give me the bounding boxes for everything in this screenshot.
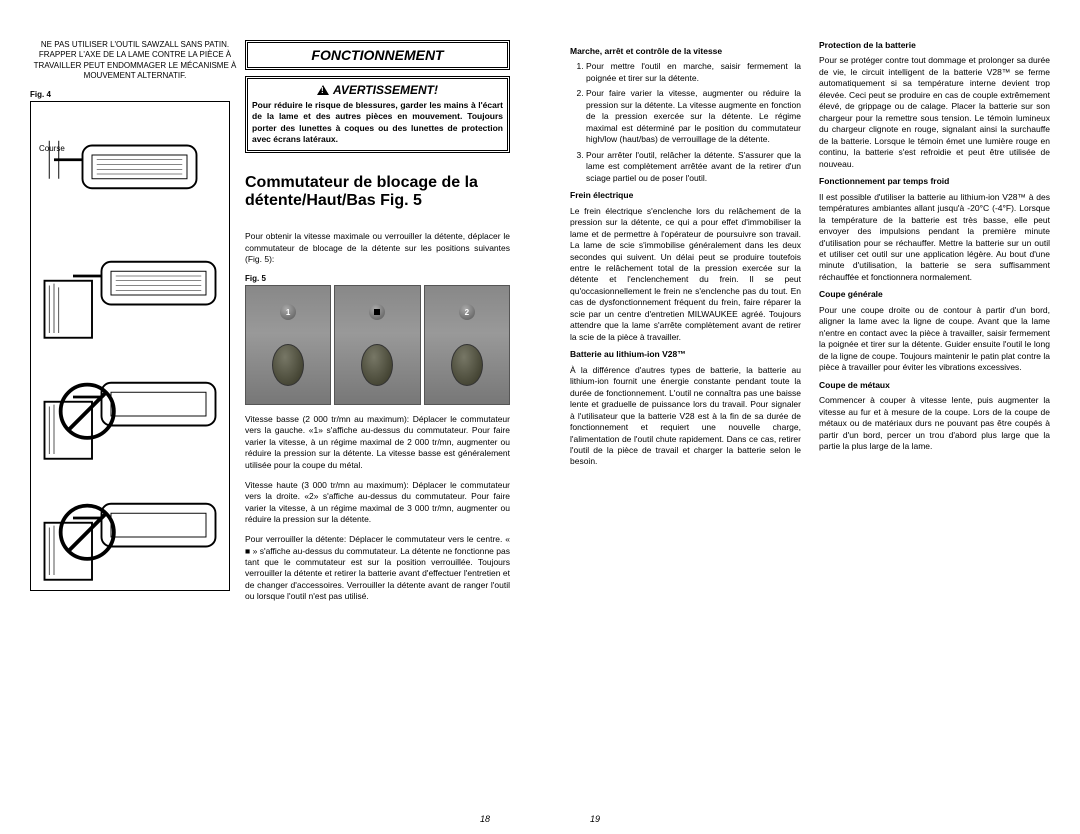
verrouiller-text: Pour verrouiller la détente: Déplacer le… [245,534,510,603]
commutateur-text: Pour obtenir la vitesse maximale ou verr… [245,231,510,265]
warning-title: AVERTISSEMENT! [333,83,438,97]
caption: NE PAS UTILISER L'OUTIL SAWZALL SANS PAT… [30,40,240,82]
fig5-panel-2 [334,285,420,405]
saw-diagram-1 [35,106,225,223]
coupe-metaux-heading: Coupe de métaux [819,380,1050,391]
froid-text: Il est possible d'utiliser la batterie a… [819,192,1050,284]
batterie-heading: Batterie au lithium-ion V28™ [570,349,801,360]
knob-1 [272,344,304,386]
saw-diagram-2 [35,227,225,344]
coupe-metaux-text: Commencer à couper à vitesse lente, puis… [819,395,1050,452]
fig5-panel-1: 1 [245,285,331,405]
fonctionnement-heading: FONCTIONNEMENT [245,40,510,70]
fig5-panel-3: 2 [424,285,510,405]
marche-list: Pour mettre l'outil en marche, saisir fe… [570,61,801,184]
coupe-generale-heading: Coupe générale [819,289,1050,300]
batterie-text: À la différence d'autres types de batter… [570,365,801,468]
vitesse-basse-text: Vitesse basse (2 000 tr/mn au maximum): … [245,414,510,471]
indicator-2: 2 [459,304,475,320]
marche-item-1: Pour mettre l'outil en marche, saisir fe… [586,61,801,84]
protection-heading: Protection de la batterie [819,40,1050,51]
marche-item-3: Pour arrêter l'outil, relâcher la détent… [586,150,801,184]
froid-heading: Fonctionnement par temps froid [819,176,1050,187]
fig5-box: 1 2 [245,285,510,405]
saw-diagram-4-no [35,469,225,586]
frein-text: Le frein électrique s'enclenche lors du … [570,206,801,344]
page-number-19: 19 [590,814,600,824]
fig5-label: Fig. 5 [245,274,510,283]
warning-box: AVERTISSEMENT! Pour réduire le risque de… [245,76,510,153]
fig4-label: Fig. 4 [30,90,240,99]
course-label: Course [39,144,65,153]
coupe-generale-text: Pour une coupe droite ou de contour à pa… [819,305,1050,374]
marche-heading: Marche, arrêt et contrôle de la vitesse [570,46,801,57]
page-number-18: 18 [480,814,490,824]
indicator-1: 1 [280,304,296,320]
lock-icon [374,309,380,315]
saw-diagram-3-no [35,348,225,465]
knob-3 [451,344,483,386]
protection-text: Pour se protéger contre tout dommage et … [819,55,1050,170]
fig4-box: Course [30,101,230,591]
commutateur-heading: Commutateur de blocage de la détente/Hau… [245,174,510,210]
indicator-lock [369,304,385,320]
warning-icon [317,85,329,95]
vitesse-haute-text: Vitesse haute (3 000 tr/mn au maximum): … [245,480,510,526]
knob-2 [361,344,393,386]
frein-heading: Frein électrique [570,190,801,201]
marche-item-2: Pour faire varier la vitesse, augmenter … [586,88,801,145]
warning-text: Pour réduire le risque de blessures, gar… [252,100,503,146]
